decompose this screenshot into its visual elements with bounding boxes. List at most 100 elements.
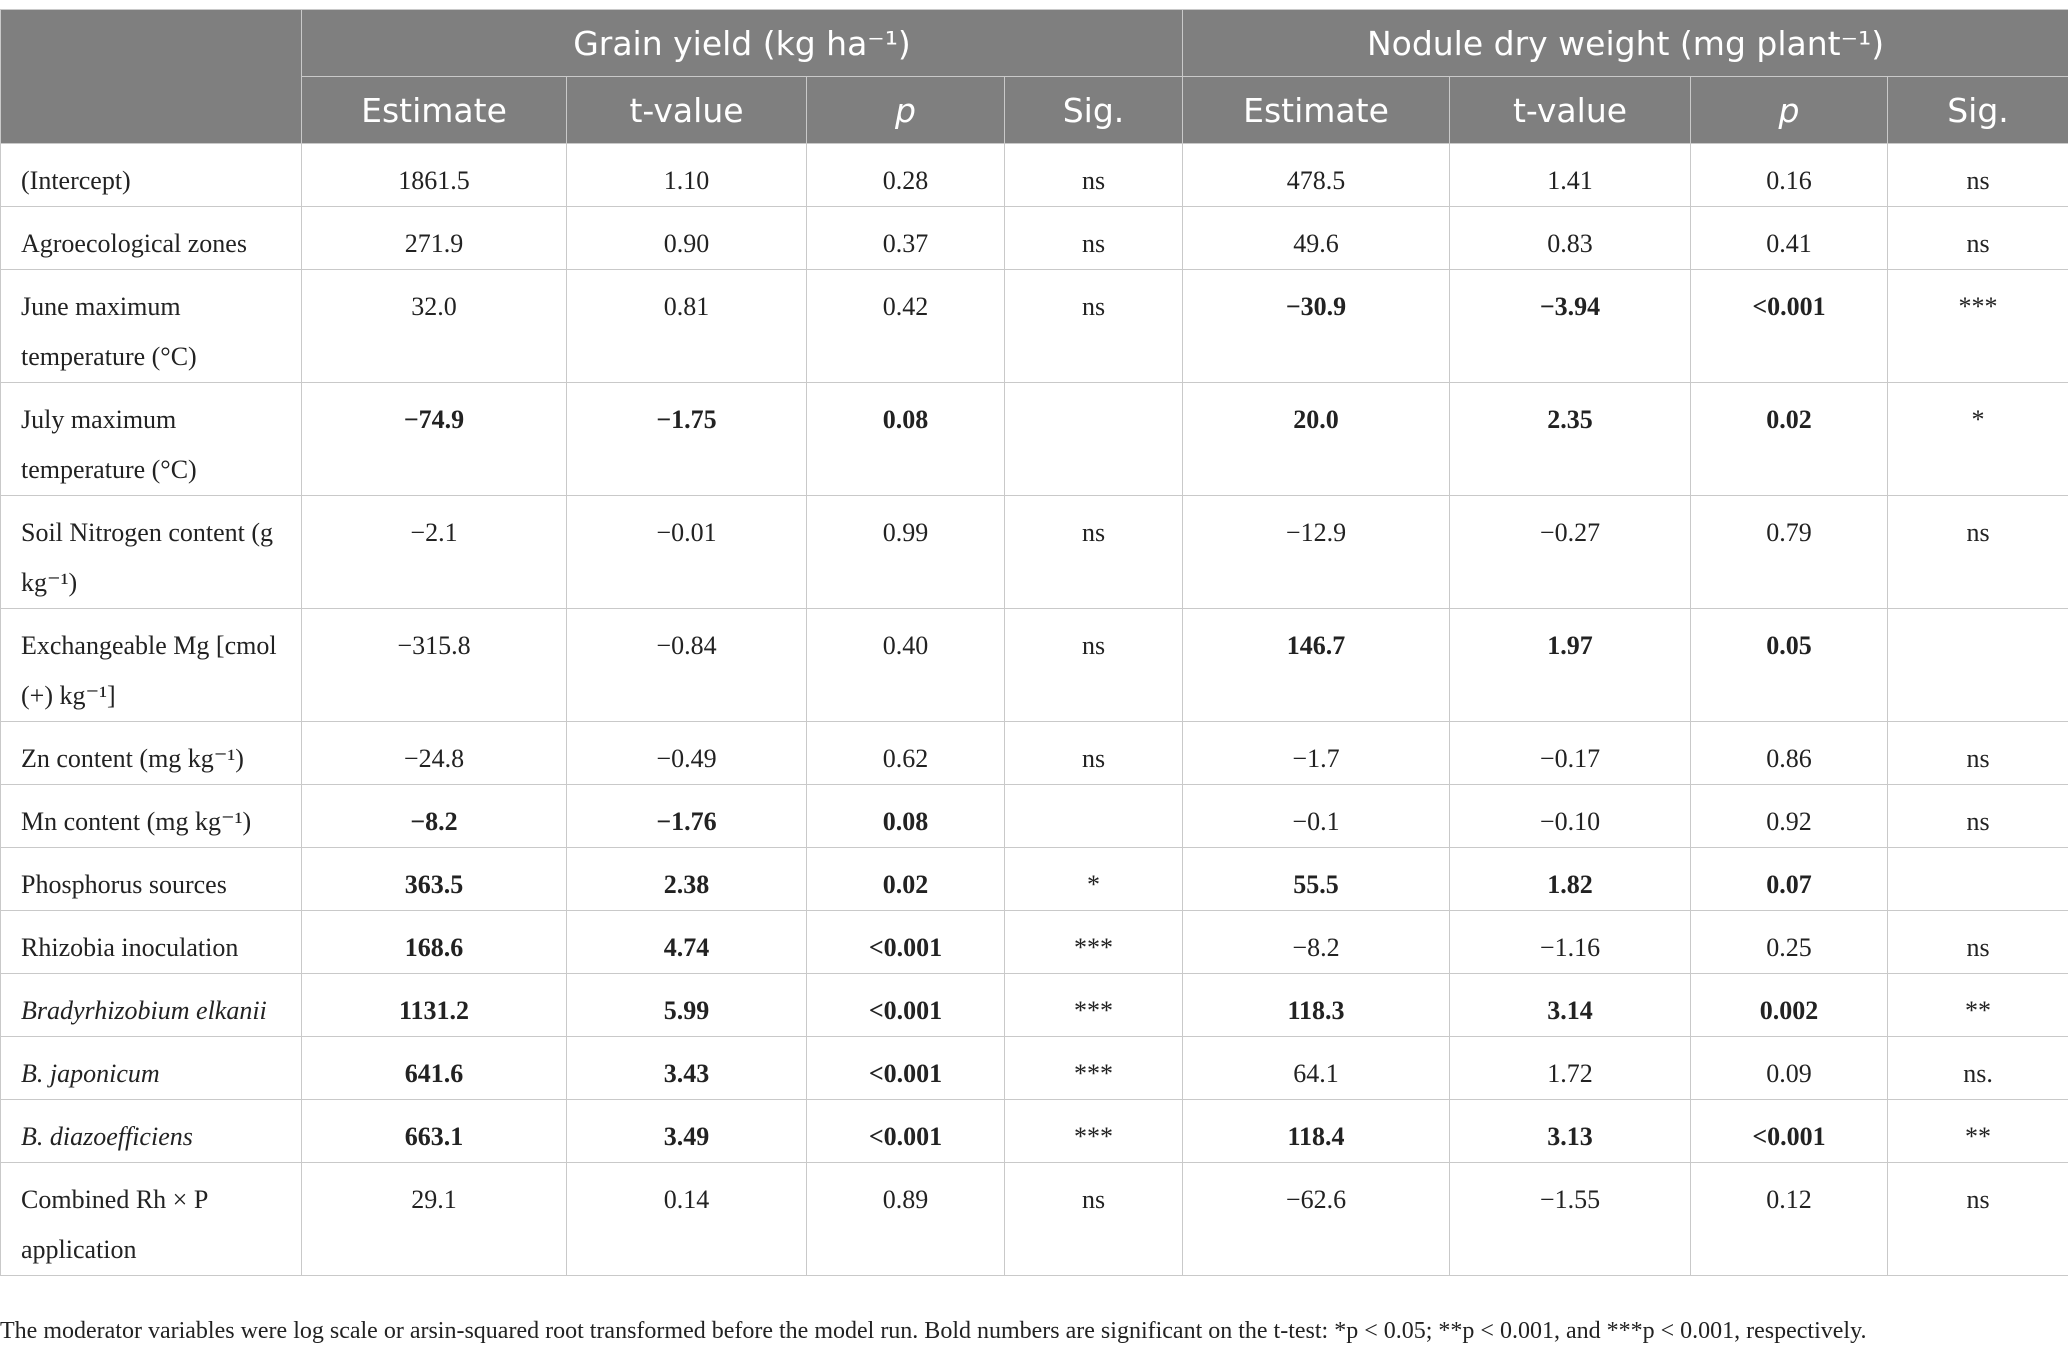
- table-row: Combined Rh × P application 29.1 0.14 0.89 n…: [0, 1162, 2068, 1276]
- table-row: June maximum temperature (°C) 32.0 0.81 0.4…: [0, 269, 2068, 383]
- table-row: B. diazoefficiens 663.1 3.49 <0.001 *** 118.4…: [0, 1099, 2068, 1163]
- cell: 1861.5: [301, 143, 567, 207]
- row-label: Zn content (mg kg⁻¹): [0, 721, 302, 785]
- cell: 49.6: [1182, 206, 1450, 270]
- cell: 1.97: [1449, 608, 1691, 722]
- table-row: Rhizobia inoculation 168.6 4.74 <0.001 *** −8…: [0, 910, 2068, 974]
- cell: ns: [1004, 721, 1183, 785]
- footnote: The moderator variables were log scale o…: [0, 1318, 1867, 1344]
- cell: <0.001: [806, 1036, 1005, 1100]
- cell: 3.43: [566, 1036, 807, 1100]
- cell: 641.6: [301, 1036, 567, 1100]
- row-label: Bradyrhizobium elkanii: [0, 973, 302, 1037]
- cell: 0.79: [1690, 495, 1888, 609]
- cell: 55.5: [1182, 847, 1450, 911]
- cell: ns: [1886, 206, 2068, 270]
- cell: 1.41: [1449, 143, 1691, 207]
- cell: ns: [1886, 784, 2068, 848]
- row-label: Mn content (mg kg⁻¹): [0, 784, 302, 848]
- cell: 0.92: [1690, 784, 1888, 848]
- cell: 0.05: [1690, 608, 1888, 722]
- table-wrap: Grain yield (kg ha⁻¹) Nodule dry weight (…: [0, 9, 2068, 1276]
- table-row: Phosphorus sources 363.5 2.38 0.02 * 55.5 1.82…: [0, 847, 2068, 911]
- cell: <0.001: [1690, 269, 1888, 383]
- cell: 1.10: [566, 143, 807, 207]
- cell: −0.27: [1449, 495, 1691, 609]
- cell: 0.37: [806, 206, 1005, 270]
- cell: <0.001: [1690, 1099, 1888, 1163]
- cell: 5.99: [566, 973, 807, 1037]
- cell: −315.8: [301, 608, 567, 722]
- cell: 0.14: [566, 1162, 807, 1276]
- cell: −0.49: [566, 721, 807, 785]
- cell: <0.001: [806, 1099, 1005, 1163]
- cell: −24.8: [301, 721, 567, 785]
- cell: ns: [1004, 269, 1183, 383]
- row-label: Soil Nitrogen content (g kg⁻¹): [0, 495, 302, 609]
- cell: 0.16: [1690, 143, 1888, 207]
- cell: ns: [1004, 1162, 1183, 1276]
- table-row: Soil Nitrogen content (g kg⁻¹) −2.1 −0.01 0…: [0, 495, 2068, 609]
- cell: −0.84: [566, 608, 807, 722]
- cell: 2.35: [1449, 382, 1691, 496]
- cell: −1.7: [1182, 721, 1450, 785]
- cell: **: [1886, 1099, 2068, 1163]
- cell: [1004, 382, 1183, 496]
- cell: 32.0: [301, 269, 567, 383]
- row-label: Agroecological zones: [0, 206, 302, 270]
- row-label: June maximum temperature (°C): [0, 269, 302, 383]
- cell: 118.4: [1182, 1099, 1450, 1163]
- cell: *: [1004, 847, 1183, 911]
- cell: *: [1886, 382, 2068, 496]
- cell: 0.08: [806, 382, 1005, 496]
- column-header: t-value: [1449, 76, 1691, 144]
- cell: −0.01: [566, 495, 807, 609]
- row-label: July maximum temperature (°C): [0, 382, 302, 496]
- cell: −0.17: [1449, 721, 1691, 785]
- cell: −8.2: [1182, 910, 1450, 974]
- cell: ns: [1004, 608, 1183, 722]
- cell: 1131.2: [301, 973, 567, 1037]
- cell: ns: [1886, 495, 2068, 609]
- cell: −3.94: [1449, 269, 1691, 383]
- cell: ns: [1886, 1162, 2068, 1276]
- cell: ns.: [1886, 1036, 2068, 1100]
- cell: 0.41: [1690, 206, 1888, 270]
- cell: 0.25: [1690, 910, 1888, 974]
- cell: −30.9: [1182, 269, 1450, 383]
- cell: 663.1: [301, 1099, 567, 1163]
- cell: 0.09: [1690, 1036, 1888, 1100]
- cell: ***: [1004, 910, 1183, 974]
- row-label: Phosphorus sources: [0, 847, 302, 911]
- column-header: Estimate: [301, 76, 567, 144]
- cell: 0.62: [806, 721, 1005, 785]
- cell: **: [1886, 973, 2068, 1037]
- table-row: Bradyrhizobium elkanii 1131.2 5.99 <0.001 **…: [0, 973, 2068, 1037]
- cell: −0.10: [1449, 784, 1691, 848]
- table-row: July maximum temperature (°C) −74.9 −1.75 0…: [0, 382, 2068, 496]
- cell: 1.72: [1449, 1036, 1691, 1100]
- header-row: Grain yield (kg ha⁻¹) Nodule dry weight (…: [0, 9, 2068, 144]
- cell: 2.38: [566, 847, 807, 911]
- cell: ns: [1886, 721, 2068, 785]
- column-header: Estimate: [1182, 76, 1450, 144]
- cell: [1886, 608, 2068, 722]
- cell: 1.82: [1449, 847, 1691, 911]
- cell: 0.42: [806, 269, 1005, 383]
- cell: 0.07: [1690, 847, 1888, 911]
- cell: 0.89: [806, 1162, 1005, 1276]
- cell: 0.02: [806, 847, 1005, 911]
- group-header: Grain yield (kg ha⁻¹): [301, 9, 1183, 77]
- cell: 0.08: [806, 784, 1005, 848]
- cell: <0.001: [806, 910, 1005, 974]
- cell: 3.13: [1449, 1099, 1691, 1163]
- row-label: B. japonicum: [0, 1036, 302, 1100]
- cell: ***: [1004, 973, 1183, 1037]
- cell: 271.9: [301, 206, 567, 270]
- column-header: Sig.: [1886, 76, 2068, 144]
- cell: 0.12: [1690, 1162, 1888, 1276]
- cell: −12.9: [1182, 495, 1450, 609]
- cell: −62.6: [1182, 1162, 1450, 1276]
- cell: 0.99: [806, 495, 1005, 609]
- row-label: Rhizobia inoculation: [0, 910, 302, 974]
